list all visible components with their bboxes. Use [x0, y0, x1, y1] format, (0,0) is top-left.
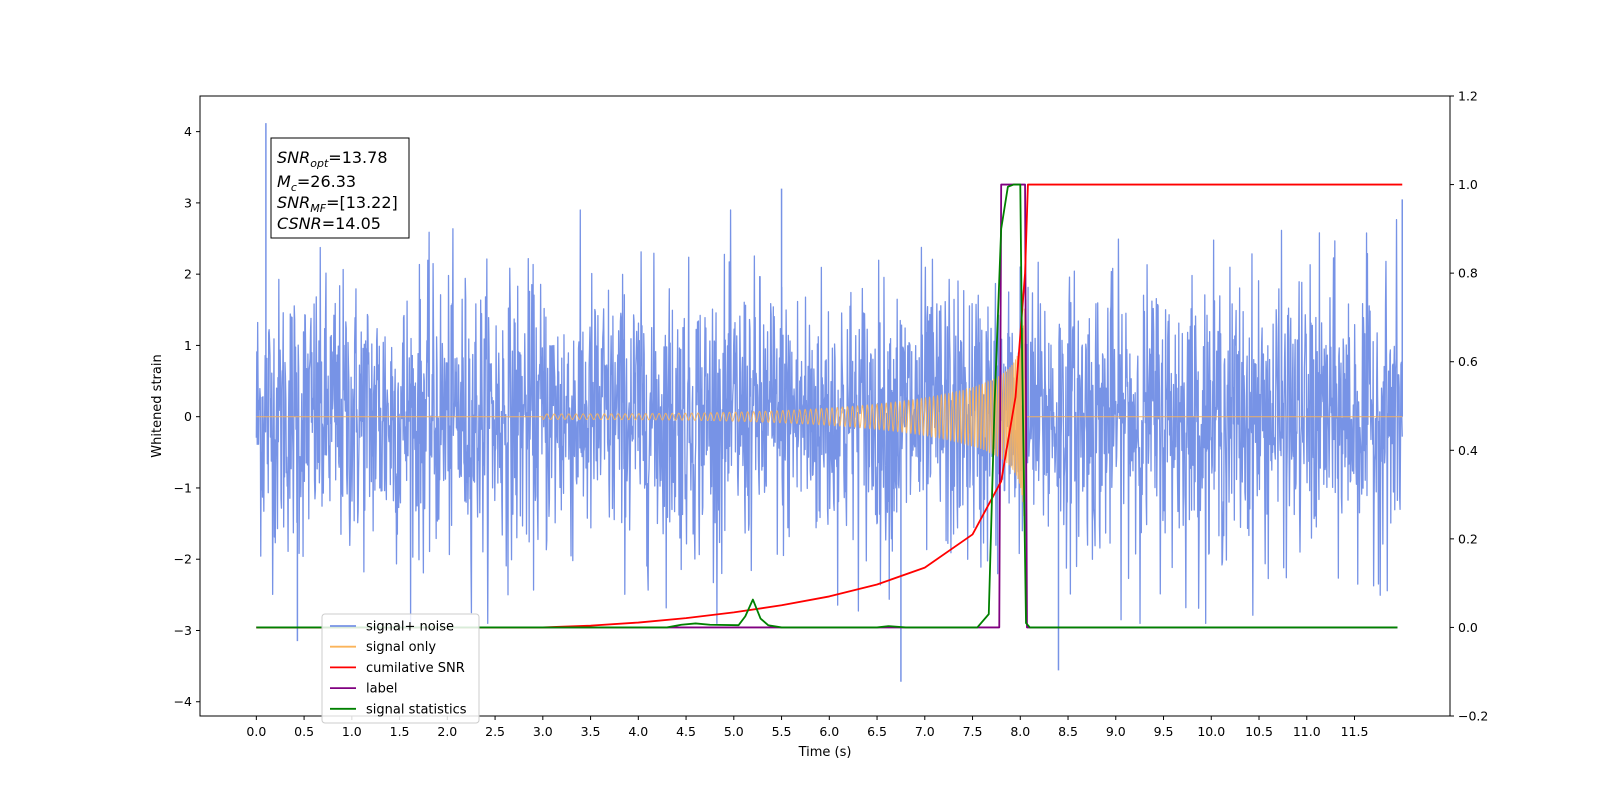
x-tick-label: 8.5	[1058, 724, 1078, 739]
left-y-tick-label: 0	[184, 409, 192, 424]
cumulative-snr-line	[256, 183, 1403, 629]
right-y-tick-label: 1.2	[1458, 89, 1478, 104]
x-axis-label: Time (s)	[798, 745, 852, 760]
legend-frame	[321, 613, 480, 724]
x-tick-label: 7.0	[915, 724, 935, 739]
legend-label: signal+ noise	[366, 620, 454, 635]
right-axis-ticks: 1.2 1.0 0.8 0.6 0.4 0.2 0.0 −0.2	[1450, 89, 1488, 724]
signal-only-layer	[256, 308, 1403, 539]
signal-only-line	[256, 308, 1403, 539]
left-y-tick-label: −4	[174, 694, 192, 709]
x-tick-label: 8.0	[1010, 724, 1030, 739]
x-tick-label: 5.0	[724, 724, 744, 739]
left-y-tick-label: 4	[184, 124, 192, 139]
x-tick-label: 2.5	[485, 724, 505, 739]
x-tick-label: 1.5	[390, 724, 410, 739]
x-tick-label: 0.0	[246, 724, 266, 739]
x-tick-label: 5.5	[772, 724, 792, 739]
x-tick-label: 0.5	[294, 724, 314, 739]
axes-frame	[199, 95, 1451, 717]
legend-label: cumilative SNR	[366, 661, 465, 676]
right-y-tick-label: 0.4	[1458, 443, 1478, 458]
snr-mf-value: =[13.22]	[326, 193, 398, 212]
x-axis-ticks: 0.0 0.5 1.0 1.5 2.0 2.5 3.0 3.5 4.0 4.5 5.0 5.5 6.0 6…	[246, 716, 1368, 739]
signal-noise-layer	[255, 123, 1404, 682]
metrics-annotation: SNRopt=13.78 Mc=26.33 SNRMF=[13.22] CSNR…	[270, 137, 410, 239]
annotation-frame	[270, 137, 410, 239]
x-tick-label: 3.5	[581, 724, 601, 739]
x-tick-label: 4.5	[676, 724, 696, 739]
left-y-tick-label: −1	[174, 480, 192, 495]
legend-label: label	[366, 682, 397, 697]
signal-statistics-line	[256, 183, 1398, 629]
right-axis-series-layer	[256, 183, 1403, 629]
legend-label: signal only	[366, 640, 436, 655]
mc-text: Mc=26.33	[277, 172, 356, 194]
x-tick-label: 2.0	[437, 724, 457, 739]
x-tick-label: 6.5	[867, 724, 887, 739]
right-y-tick-label: 0.8	[1458, 266, 1478, 281]
csnr-text: CSNR=14.05	[277, 214, 381, 233]
snr-opt-text: SNRopt=13.78	[277, 148, 388, 170]
signal-noise-line	[255, 209, 1403, 625]
y-axis-label: Whitened strain	[150, 354, 165, 457]
legend-label: signal statistics	[366, 702, 467, 717]
right-y-tick-label: −0.2	[1458, 709, 1488, 724]
right-y-tick-label: 1.0	[1458, 177, 1478, 192]
x-tick-label: 11.0	[1293, 724, 1321, 739]
left-y-tick-label: 1	[184, 338, 192, 353]
x-tick-label: 9.5	[1154, 724, 1174, 739]
x-tick-label: 4.0	[628, 724, 648, 739]
left-y-tick-label: −3	[174, 623, 192, 638]
x-tick-label: 10.0	[1197, 724, 1225, 739]
x-tick-label: 7.5	[963, 724, 983, 739]
x-tick-label: 6.0	[819, 724, 839, 739]
right-y-tick-label: 0.0	[1458, 620, 1478, 635]
x-tick-label: 3.0	[533, 724, 553, 739]
plot-area	[255, 123, 1404, 682]
left-y-tick-label: −2	[174, 552, 192, 567]
snr-mf-text: SNRMF=[13.22]	[277, 193, 398, 215]
left-y-tick-label: 3	[184, 195, 192, 210]
x-tick-label: 10.5	[1245, 724, 1273, 739]
csnr-value: =14.05	[322, 214, 381, 233]
left-axis-ticks: 4 3 2 1 0 −1 −2 −3 −4	[174, 124, 200, 709]
left-y-tick-label: 2	[184, 267, 192, 282]
x-tick-label: 1.0	[342, 724, 362, 739]
x-tick-label: 11.5	[1341, 724, 1369, 739]
right-y-tick-label: 0.6	[1458, 354, 1478, 369]
legend: signal+ noise signal only cumilative SNR la…	[321, 613, 480, 724]
x-tick-label: 9.0	[1106, 724, 1126, 739]
snr-opt-value: =13.78	[328, 148, 387, 167]
right-y-tick-label: 0.2	[1458, 531, 1478, 546]
mc-value: =26.33	[297, 172, 356, 191]
